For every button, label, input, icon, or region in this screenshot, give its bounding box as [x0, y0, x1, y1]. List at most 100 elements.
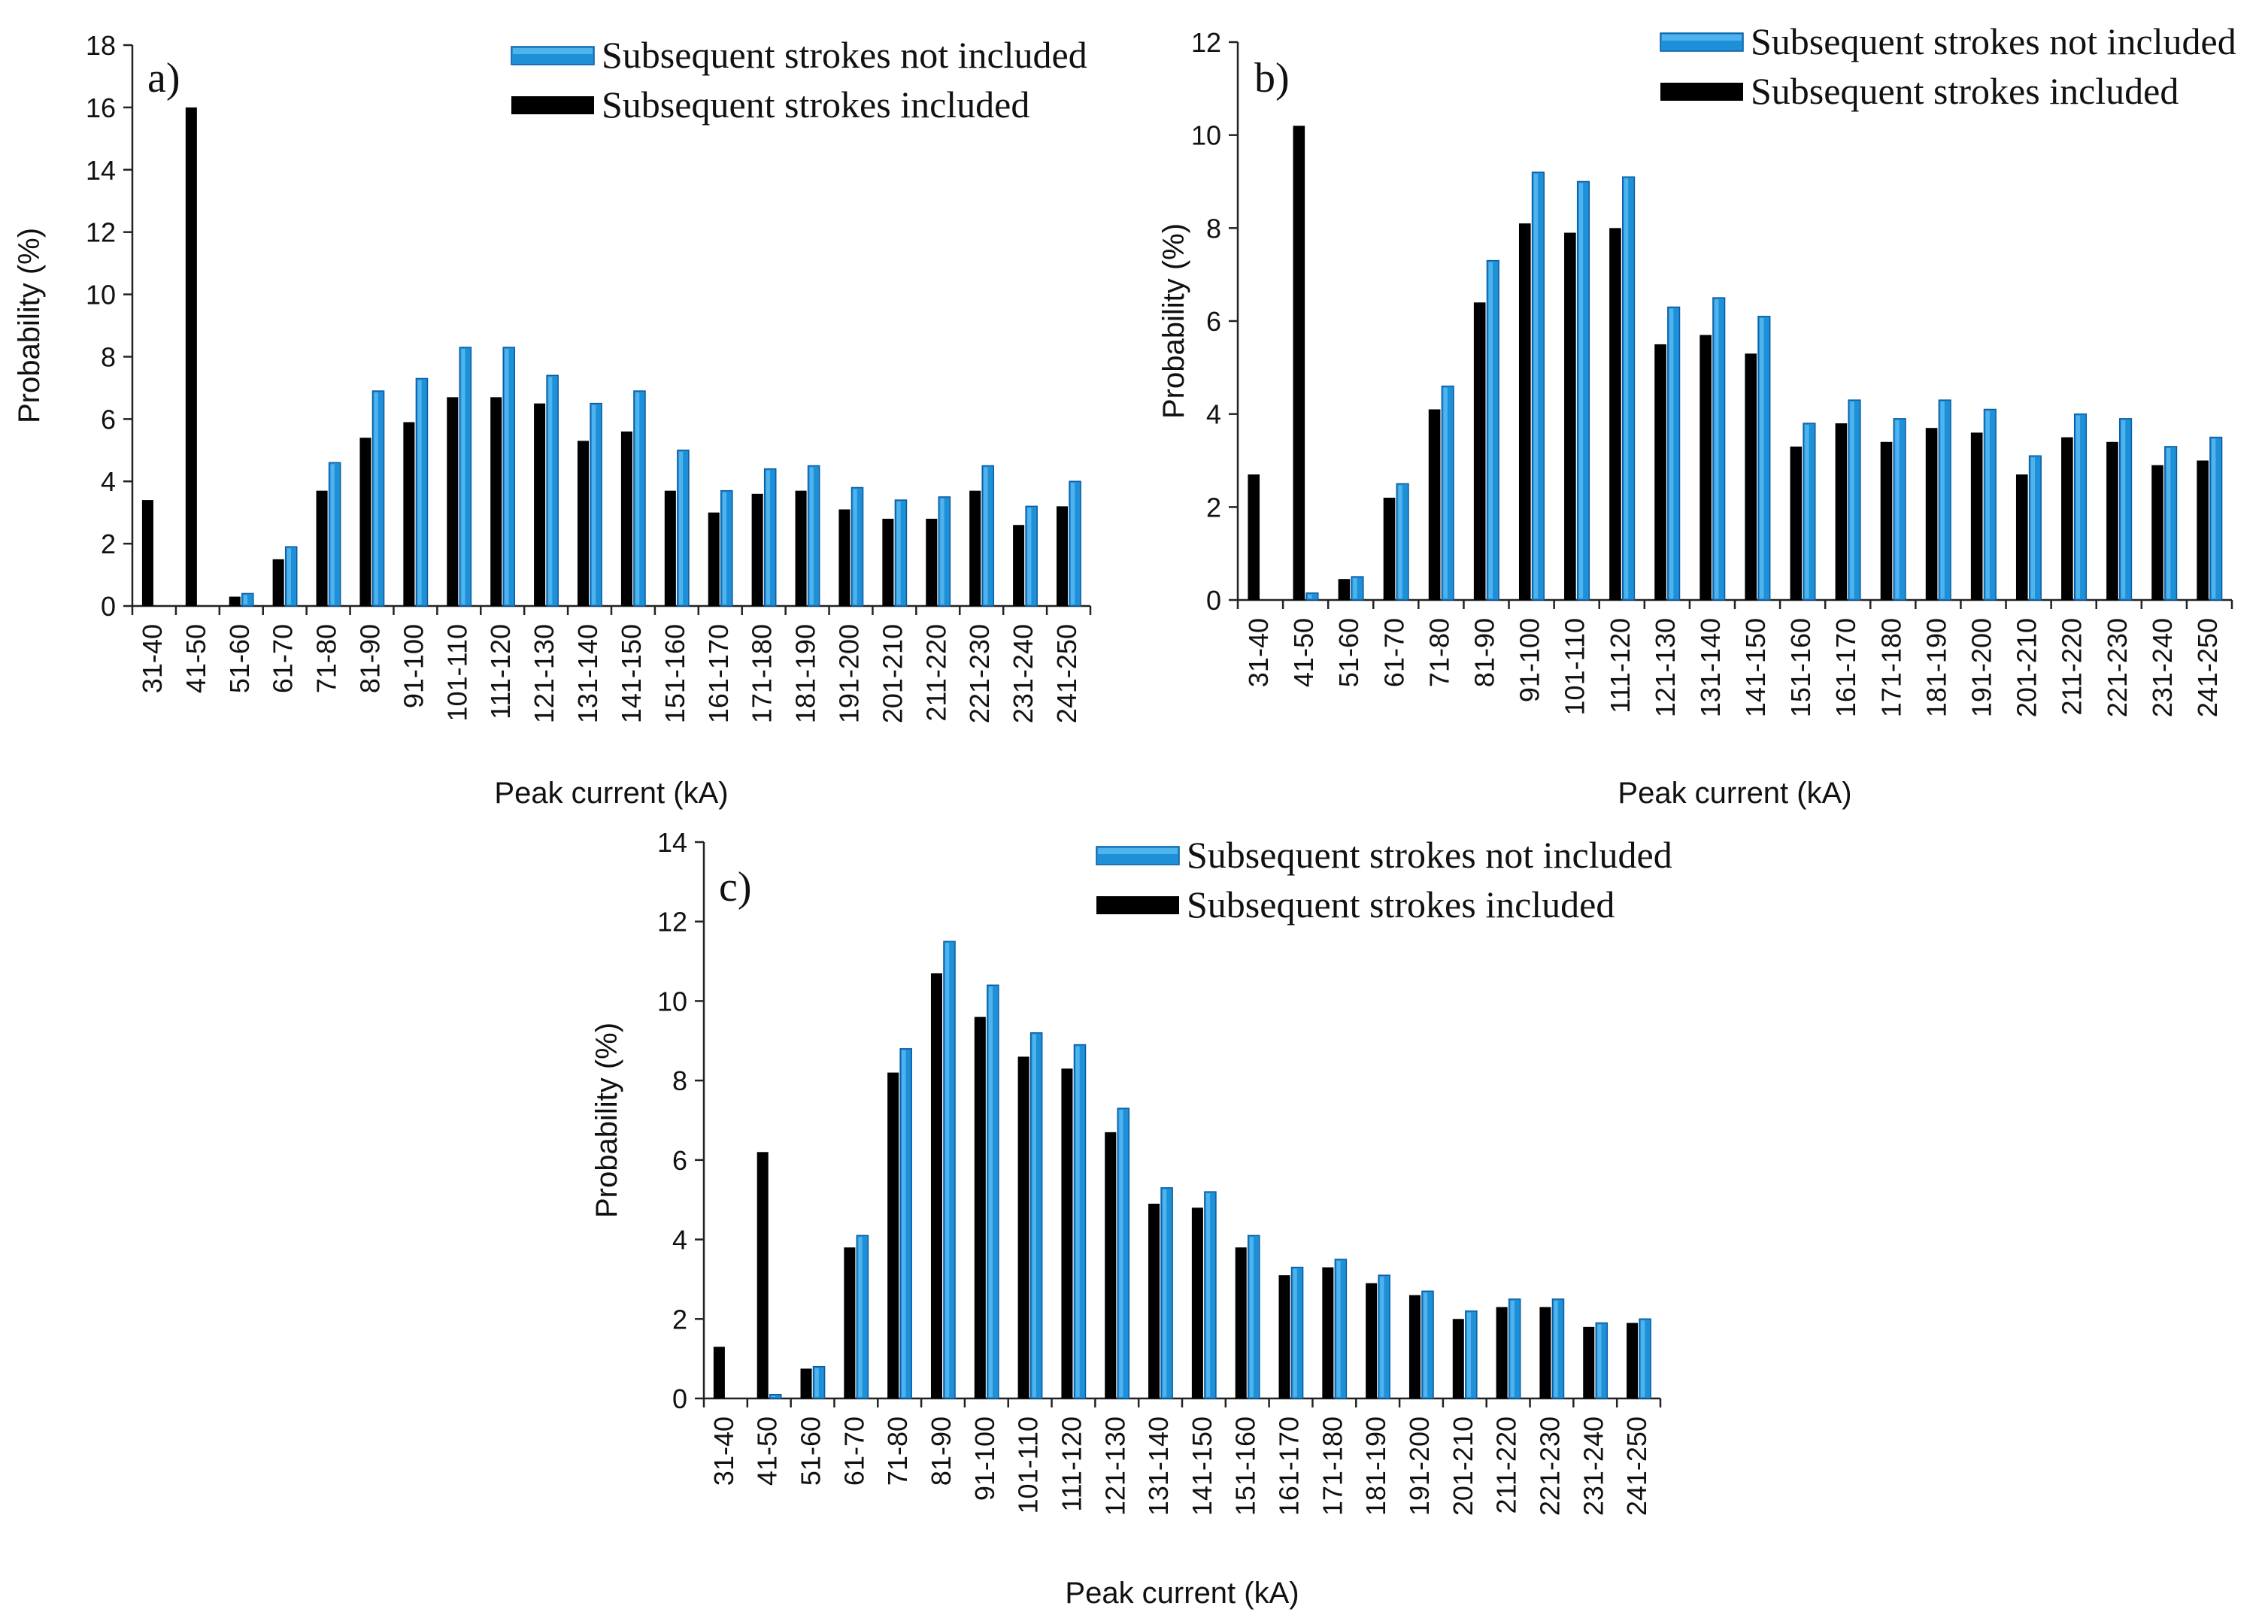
x-tick-label: 171-180	[1875, 618, 1906, 717]
bar-highlight	[1398, 485, 1402, 598]
bar-highlight	[1850, 401, 1854, 598]
bar-included	[1496, 1307, 1508, 1398]
legend-swatch-highlight	[1098, 848, 1178, 854]
y-tick-label: 4	[672, 1225, 687, 1256]
bar-included	[926, 518, 938, 606]
bar-highlight	[1985, 411, 1990, 598]
x-tick-label: 71-80	[311, 624, 342, 693]
x-tick-label: 121-130	[529, 624, 559, 723]
x-tick-label: 131-140	[572, 624, 603, 723]
bar-included	[1699, 335, 1712, 600]
y-axis-title: Probability (%)	[1157, 223, 1190, 419]
y-tick-label: 4	[101, 466, 116, 497]
legend-label-included: Subsequent strokes included	[1751, 70, 2179, 112]
bar-highlight	[1336, 1261, 1341, 1397]
y-tick-label: 6	[672, 1145, 687, 1176]
bar-included	[1539, 1307, 1551, 1398]
bar-included	[141, 500, 153, 606]
bar-highlight	[287, 548, 291, 604]
x-tick-label: 141-150	[616, 624, 647, 723]
bar-included	[490, 397, 502, 606]
legend-label-included: Subsequent strokes included	[1187, 883, 1615, 926]
bar-highlight	[940, 498, 944, 604]
bar-included	[713, 1347, 725, 1398]
bar-highlight	[988, 986, 993, 1397]
bar-included	[974, 1017, 986, 1398]
x-tick-label: 51-60	[224, 624, 255, 693]
x-tick-label: 181-190	[790, 624, 821, 723]
bar-highlight	[417, 380, 422, 604]
legend-swatch-highlight	[1662, 35, 1742, 41]
bar-highlight	[809, 467, 814, 604]
bar-highlight	[1669, 308, 1674, 598]
bar-included	[2197, 460, 2209, 600]
bar-included	[1925, 428, 1938, 600]
bar-highlight	[984, 467, 988, 604]
x-tick-label: 101-110	[1560, 618, 1590, 715]
x-tick-label: 141-150	[1740, 618, 1771, 717]
bar-highlight	[771, 1395, 775, 1397]
bar-highlight	[945, 943, 950, 1397]
panel-label: a)	[147, 55, 180, 102]
y-axis-title: Probability (%)	[590, 1023, 623, 1218]
y-tick-label: 10	[86, 280, 116, 311]
bar-included	[930, 973, 942, 1398]
bar-highlight	[858, 1237, 863, 1397]
bar-highlight	[2030, 457, 2036, 598]
bar-highlight	[814, 1368, 819, 1397]
x-tick-label: 121-130	[1099, 1416, 1130, 1516]
bar-included	[272, 559, 284, 606]
x-tick-label: 71-80	[882, 1416, 913, 1486]
x-tick-label: 111-120	[485, 624, 516, 720]
x-tick-label: 61-70	[838, 1416, 869, 1486]
x-tick-label: 101-110	[1013, 1416, 1044, 1513]
bar-included	[1835, 423, 1848, 600]
legend-swatch-included	[511, 96, 594, 114]
bar-highlight	[374, 392, 378, 604]
bar-highlight	[1249, 1237, 1254, 1397]
bar-included	[1583, 1326, 1595, 1398]
x-tick-label: 71-80	[1424, 618, 1454, 687]
legend-swatch-included	[1660, 83, 1743, 101]
bar-highlight	[2166, 447, 2171, 598]
bar-highlight	[1027, 508, 1032, 604]
bar-highlight	[722, 492, 727, 604]
bar-highlight	[1895, 420, 1900, 598]
bar-included	[2106, 441, 2118, 600]
y-tick-label: 8	[101, 341, 116, 372]
bar-included	[1366, 1283, 1378, 1398]
bar-included	[1017, 1056, 1029, 1398]
bar-highlight	[1510, 1300, 1515, 1397]
x-tick-label: 231-240	[1578, 1416, 1609, 1516]
bar-included	[2015, 474, 2028, 600]
x-tick-label: 31-40	[708, 1416, 739, 1486]
x-tick-label: 221-230	[2102, 618, 2133, 717]
bar-included	[838, 509, 850, 606]
y-tick-label: 12	[1191, 27, 1221, 58]
bar-included	[534, 403, 546, 606]
bar-included	[1627, 1323, 1639, 1398]
panel-a-chart: 0 2 4 6 8 10 12 14 16 18 31-40 41-50 51-60 61-70 71-80…	[13, 30, 1092, 810]
bar-highlight	[853, 489, 857, 604]
bar-included	[1880, 441, 1893, 600]
x-tick-label: 201-210	[2012, 618, 2042, 717]
x-tick-label: 231-240	[2147, 618, 2178, 717]
bar-included	[229, 596, 241, 606]
x-tick-label: 41-50	[1288, 618, 1319, 687]
y-tick-label: 14	[657, 827, 687, 858]
bar-included	[664, 490, 676, 606]
bar-included	[1609, 228, 1621, 600]
bar-included	[844, 1247, 856, 1398]
bar-highlight	[243, 595, 248, 604]
bar-highlight	[592, 404, 596, 604]
x-tick-label: 151-160	[1230, 1416, 1261, 1516]
bar-highlight	[635, 392, 640, 604]
bar-included	[2151, 465, 2163, 600]
bar-highlight	[1205, 1193, 1211, 1397]
y-tick-label: 2	[101, 529, 116, 559]
legend-label-not-included: Subsequent strokes not included	[602, 34, 1087, 76]
bar-included	[403, 422, 415, 606]
y-tick-label: 6	[1206, 306, 1221, 337]
x-tick-label: 161-170	[703, 624, 734, 723]
y-tick-label: 18	[86, 30, 116, 61]
